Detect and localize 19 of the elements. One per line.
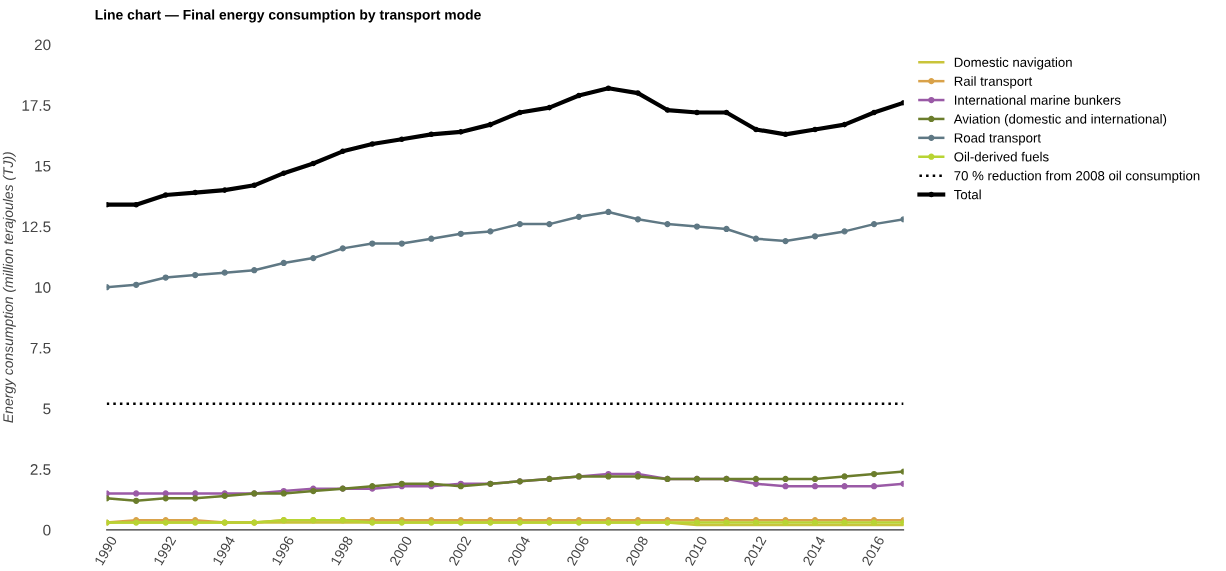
legend-label: International marine bunkers: [954, 95, 1121, 105]
y-tick-label: 20: [34, 39, 51, 51]
y-tick-label: 12.5: [22, 221, 51, 233]
y-axis-title: Energy consumption (million terajoules (TJ)): [2, 152, 16, 423]
legend-label: Rail transport: [954, 76, 1033, 89]
y-tick-label: 10: [35, 282, 51, 293]
y-tick-label: 17.5: [22, 100, 51, 111]
y-tick-label: 0: [43, 524, 51, 536]
legend-label: Oil-derived fuels: [954, 151, 1049, 162]
y-tick-label: 5: [43, 403, 51, 415]
legend-label: 70 % reduction from 2008 oil consumption: [954, 170, 1200, 183]
chart-title: Line chart — Final energy consumption by transport mode: [95, 9, 481, 23]
y-tick-label: 2.5: [30, 464, 51, 475]
y-tick-label: 7.5: [30, 342, 51, 354]
y-tick-label: 15: [35, 160, 51, 172]
legend-label: Road transport: [954, 132, 1041, 146]
legend-label: Aviation (domestic and international): [953, 114, 1167, 127]
legend-label: Domestic navigation: [954, 57, 1072, 70]
legend-label: Total: [954, 189, 981, 200]
